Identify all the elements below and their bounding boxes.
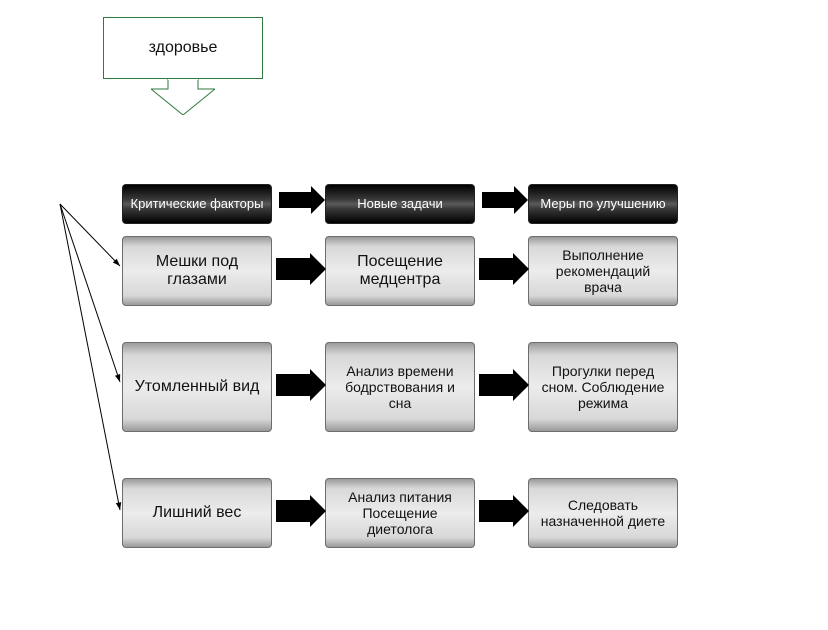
box-label: Следовать назначенной диете [535, 497, 671, 529]
box-label: Критические факторы [131, 197, 264, 212]
box-label: Анализ времени бодрствования и сна [332, 363, 468, 411]
task-diet-analysis: Анализ питания Посещение диетолога [325, 478, 475, 548]
arrow-icon [479, 253, 529, 285]
arrow-icon [276, 495, 326, 527]
box-label: Меры по улучшению [540, 197, 665, 212]
measure-follow-doctor: Выполнение рекомендаций врача [528, 236, 678, 306]
factor-tired-look: Утомленный вид [122, 342, 272, 432]
task-visit-medcenter: Посещение медцентра [325, 236, 475, 306]
title-callout: здоровье [103, 17, 263, 79]
measure-walks-regime: Прогулки перед сном. Соблюдение режима [528, 342, 678, 432]
task-sleep-analysis: Анализ времени бодрствования и сна [325, 342, 475, 432]
factor-overweight: Лишний вес [122, 478, 272, 548]
arrow-icon [279, 186, 325, 214]
arrow-icon [276, 253, 326, 285]
arrow-icon [479, 495, 529, 527]
box-label: Анализ питания Посещение диетолога [332, 489, 468, 537]
arrow-icon [479, 369, 529, 401]
box-label: Новые задачи [357, 197, 442, 212]
title-callout-arrow-icon [151, 79, 215, 115]
title-callout-label: здоровье [149, 39, 218, 57]
box-label: Выполнение рекомендаций врача [535, 247, 671, 295]
box-label: Посещение медцентра [332, 253, 468, 290]
measure-follow-diet: Следовать назначенной диете [528, 478, 678, 548]
box-label: Мешки под глазами [129, 253, 265, 290]
header-new-tasks: Новые задачи [325, 184, 475, 224]
arrow-icon [482, 186, 528, 214]
arrow-icon [276, 369, 326, 401]
header-measures: Меры по улучшению [528, 184, 678, 224]
box-label: Прогулки перед сном. Соблюдение режима [535, 363, 671, 411]
header-critical-factors: Критические факторы [122, 184, 272, 224]
factor-eye-bags: Мешки под глазами [122, 236, 272, 306]
box-label: Утомленный вид [135, 378, 260, 396]
box-label: Лишний вес [153, 504, 242, 522]
